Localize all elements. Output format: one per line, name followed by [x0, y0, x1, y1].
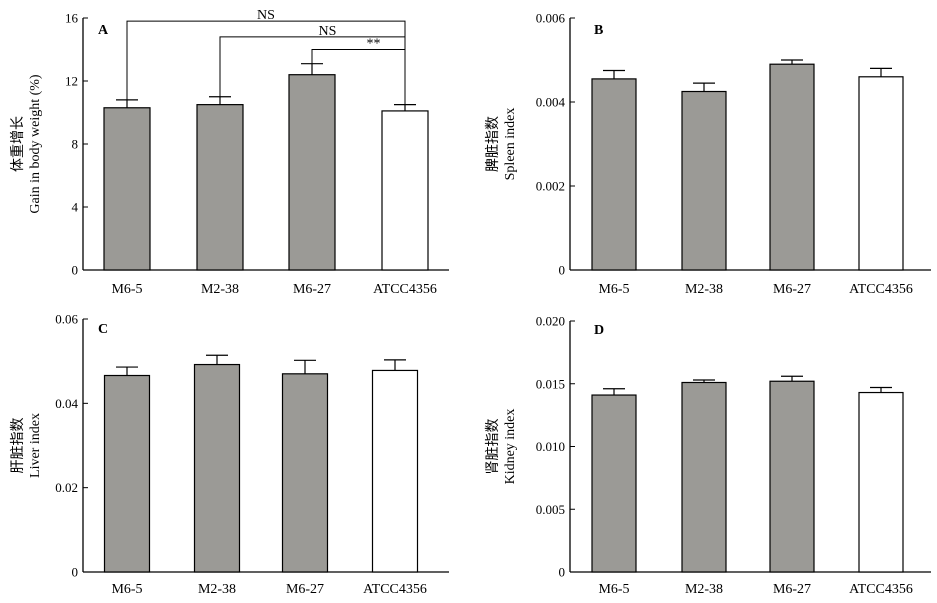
y-tick-label: 0.006	[536, 11, 566, 26]
y-tick-label: 12	[65, 74, 78, 89]
y-tick-label: 0.002	[536, 179, 565, 194]
panel-letter: C	[98, 322, 108, 337]
y-tick-label: 16	[65, 11, 79, 26]
panel-b: 0 0.002 0.004 0.006 M6-5 M2-38 M6-27 ATCC4356 B 脾…	[485, 11, 931, 297]
y-tick-label: 0	[559, 565, 566, 580]
bar	[769, 63, 815, 271]
y-axis-label-cn: 脾脏指数	[485, 116, 501, 172]
y-axis-label: Liver index	[28, 413, 43, 478]
bar	[769, 380, 815, 573]
bar	[196, 104, 244, 271]
bar	[103, 107, 151, 271]
category-label: M2-38	[685, 582, 723, 597]
bar	[288, 74, 336, 271]
category-label: M6-27	[773, 282, 811, 297]
y-tick-label: 0.005	[536, 502, 565, 517]
category-label: M6-5	[111, 582, 142, 597]
bar	[858, 76, 904, 271]
y-axis-label: Gain in body weight (%)	[28, 74, 43, 214]
category-label: M6-5	[598, 282, 629, 297]
y-tick-label: 0.004	[536, 95, 566, 110]
y-tick-label: 0.015	[536, 376, 565, 391]
category-label: ATCC4356	[849, 582, 913, 597]
category-label: M6-27	[773, 582, 811, 597]
y-axis-label: Kidney index	[503, 409, 518, 485]
category-label: M6-27	[293, 282, 331, 297]
bar	[193, 363, 241, 573]
category-label: M2-38	[201, 282, 239, 297]
category-label: M6-5	[111, 282, 142, 297]
panel-letter: A	[98, 23, 109, 38]
panel-d: 0 0.005 0.010 0.015 0.020 M6-5 M2-38 M6-27 ATCC4…	[485, 314, 931, 597]
y-tick-label: 0	[72, 263, 79, 278]
panel-c: 0 0.02 0.04 0.06 M6-5 M2-38 M6-27 ATCC4356 C 肝脏指数…	[10, 312, 449, 597]
significance-label: NS	[319, 24, 337, 39]
y-tick-label: 4	[72, 200, 79, 215]
significance-bracket	[126, 20, 406, 105]
category-label: ATCC4356	[363, 582, 427, 597]
category-label: M6-27	[286, 582, 324, 597]
category-label: M2-38	[198, 582, 236, 597]
bar	[681, 90, 727, 271]
category-label: ATCC4356	[849, 282, 913, 297]
y-tick-label: 0.04	[55, 396, 78, 411]
bar	[591, 394, 637, 573]
y-tick-label: 0.020	[536, 314, 565, 329]
y-axis-label-cn: 肾脏指数	[485, 419, 501, 475]
bar	[858, 391, 904, 573]
y-tick-label: 0.010	[536, 439, 565, 454]
category-label: M2-38	[685, 282, 723, 297]
bar	[103, 374, 151, 573]
panel-a: 0 4 8 12 16 M6-5 M2-38 M6-27 ATCC4356 A 体重增长 Gain i…	[10, 8, 449, 297]
y-tick-label: 0.02	[55, 480, 78, 495]
bar	[281, 373, 329, 573]
y-tick-label: 0	[72, 565, 79, 580]
y-axis-label: Spleen index	[503, 108, 518, 181]
significance-bracket	[311, 49, 406, 105]
significance-label: NS	[257, 8, 275, 23]
bar	[591, 78, 637, 271]
panel-letter: D	[594, 323, 604, 338]
significance-label: **	[367, 37, 381, 52]
y-tick-label: 0.06	[55, 312, 78, 327]
panel-letter: B	[594, 23, 603, 38]
y-axis-label-cn: 肝脏指数	[10, 418, 26, 474]
y-tick-label: 0	[559, 263, 566, 278]
category-label: M6-5	[598, 582, 629, 597]
category-label: ATCC4356	[373, 282, 437, 297]
y-axis-label-cn: 体重增长	[10, 116, 26, 172]
bar	[381, 110, 429, 271]
y-tick-label: 8	[72, 137, 79, 152]
bar	[681, 381, 727, 573]
bar	[371, 369, 419, 573]
